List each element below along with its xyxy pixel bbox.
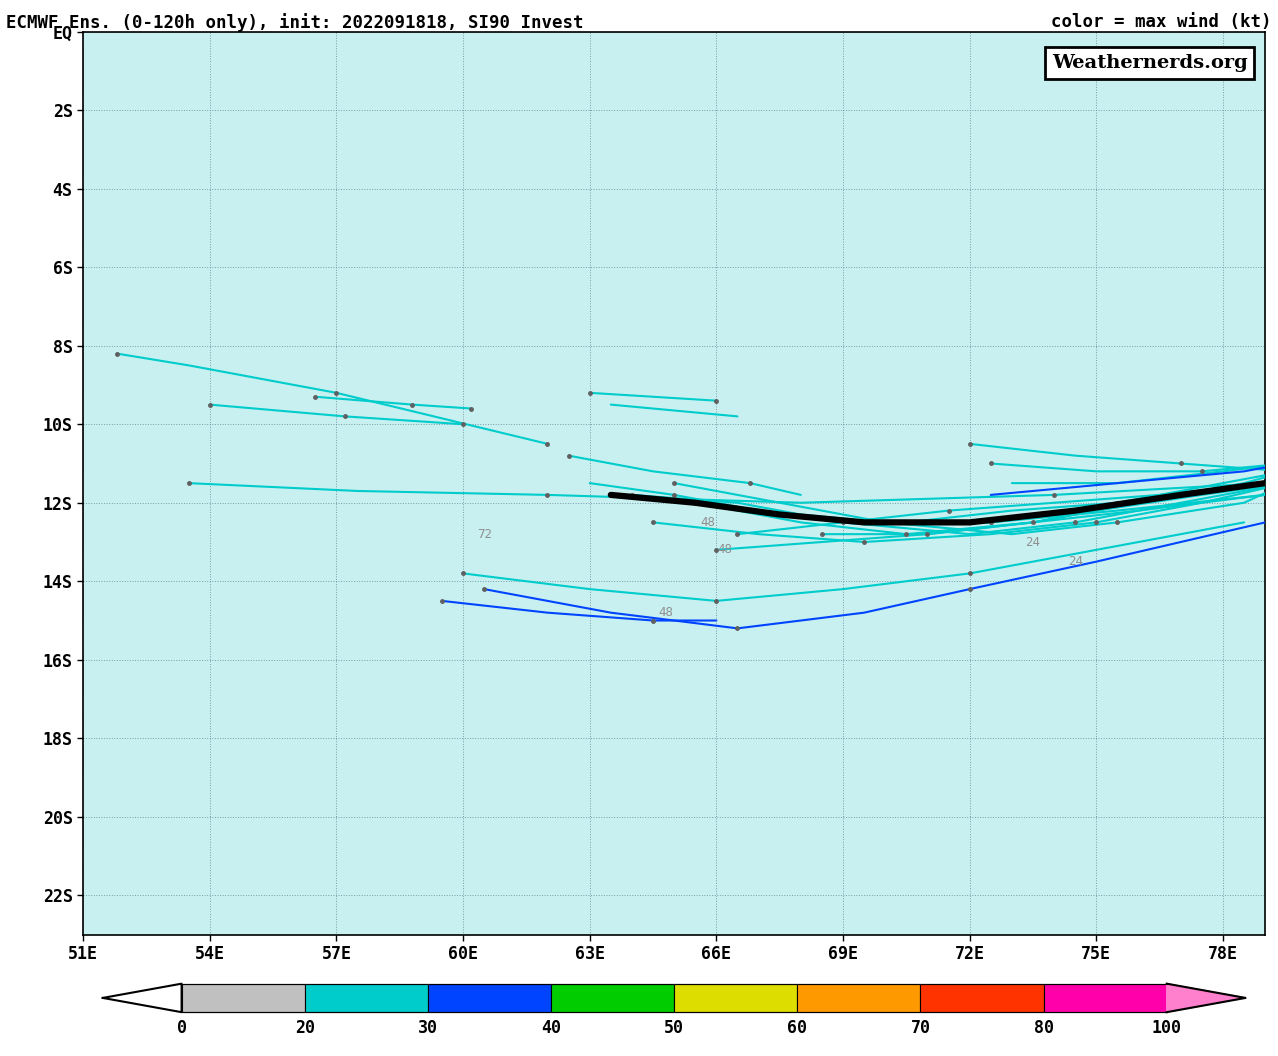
Text: 40: 40 (541, 1018, 561, 1037)
Text: 0: 0 (176, 1018, 187, 1037)
Bar (428, 984, 551, 1012)
Text: 24: 24 (1067, 555, 1082, 568)
Bar (551, 984, 675, 1012)
Text: 80: 80 (1034, 1018, 1053, 1037)
Text: 30: 30 (418, 1018, 438, 1037)
Text: color = max wind (kt): color = max wind (kt) (1051, 13, 1272, 31)
Text: Weathernerds.org: Weathernerds.org (1052, 54, 1247, 72)
Bar (675, 984, 797, 1012)
Text: ECMWF Ens. (0-120h only), init: 2022091818, SI90 Invest: ECMWF Ens. (0-120h only), init: 20220918… (6, 13, 584, 32)
Text: 50: 50 (665, 1018, 684, 1037)
Bar (1044, 984, 1167, 1012)
Text: 60: 60 (787, 1018, 808, 1037)
Bar (181, 984, 304, 1012)
Text: 100: 100 (1151, 1018, 1182, 1037)
Bar (304, 984, 428, 1012)
Text: 48: 48 (717, 544, 732, 557)
Text: 48: 48 (700, 516, 716, 529)
Bar (920, 984, 1044, 1012)
Text: 72: 72 (477, 528, 492, 541)
Text: 48: 48 (658, 606, 674, 619)
Bar (797, 984, 920, 1012)
Text: 70: 70 (910, 1018, 930, 1037)
Polygon shape (1167, 984, 1246, 1012)
Text: 20: 20 (295, 1018, 314, 1037)
Polygon shape (102, 984, 181, 1012)
Text: 24: 24 (1025, 535, 1040, 548)
